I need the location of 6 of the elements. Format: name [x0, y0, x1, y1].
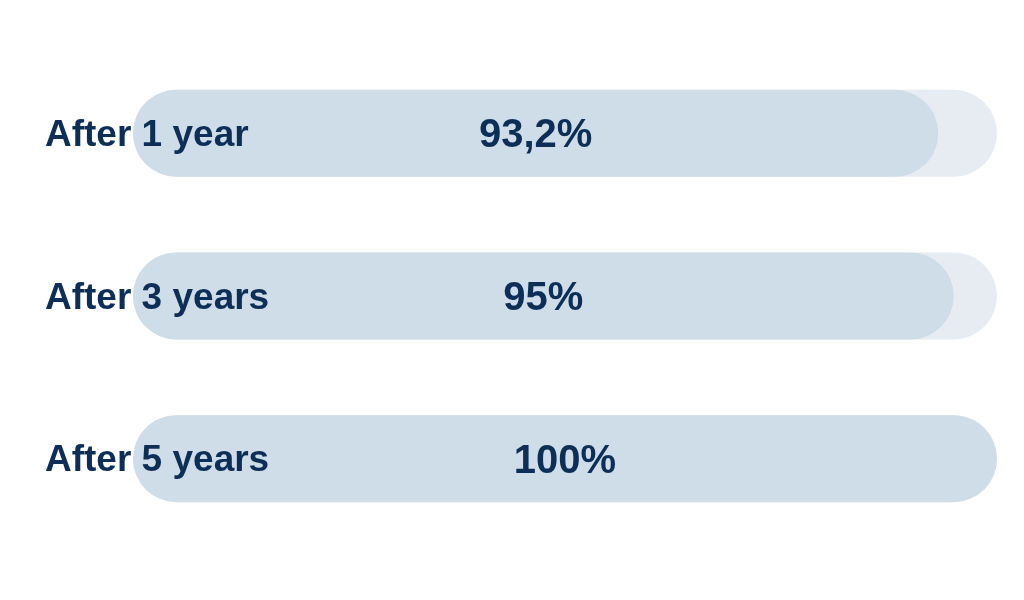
- data-label: 95%: [503, 274, 584, 318]
- y-tick-label: After 1 year: [45, 112, 249, 154]
- data-label: 93,2%: [478, 111, 593, 156]
- data-label: 100%: [513, 436, 617, 481]
- y-tick-label: After 3 years: [45, 275, 270, 317]
- y-tick-label: After 5 years: [45, 438, 270, 480]
